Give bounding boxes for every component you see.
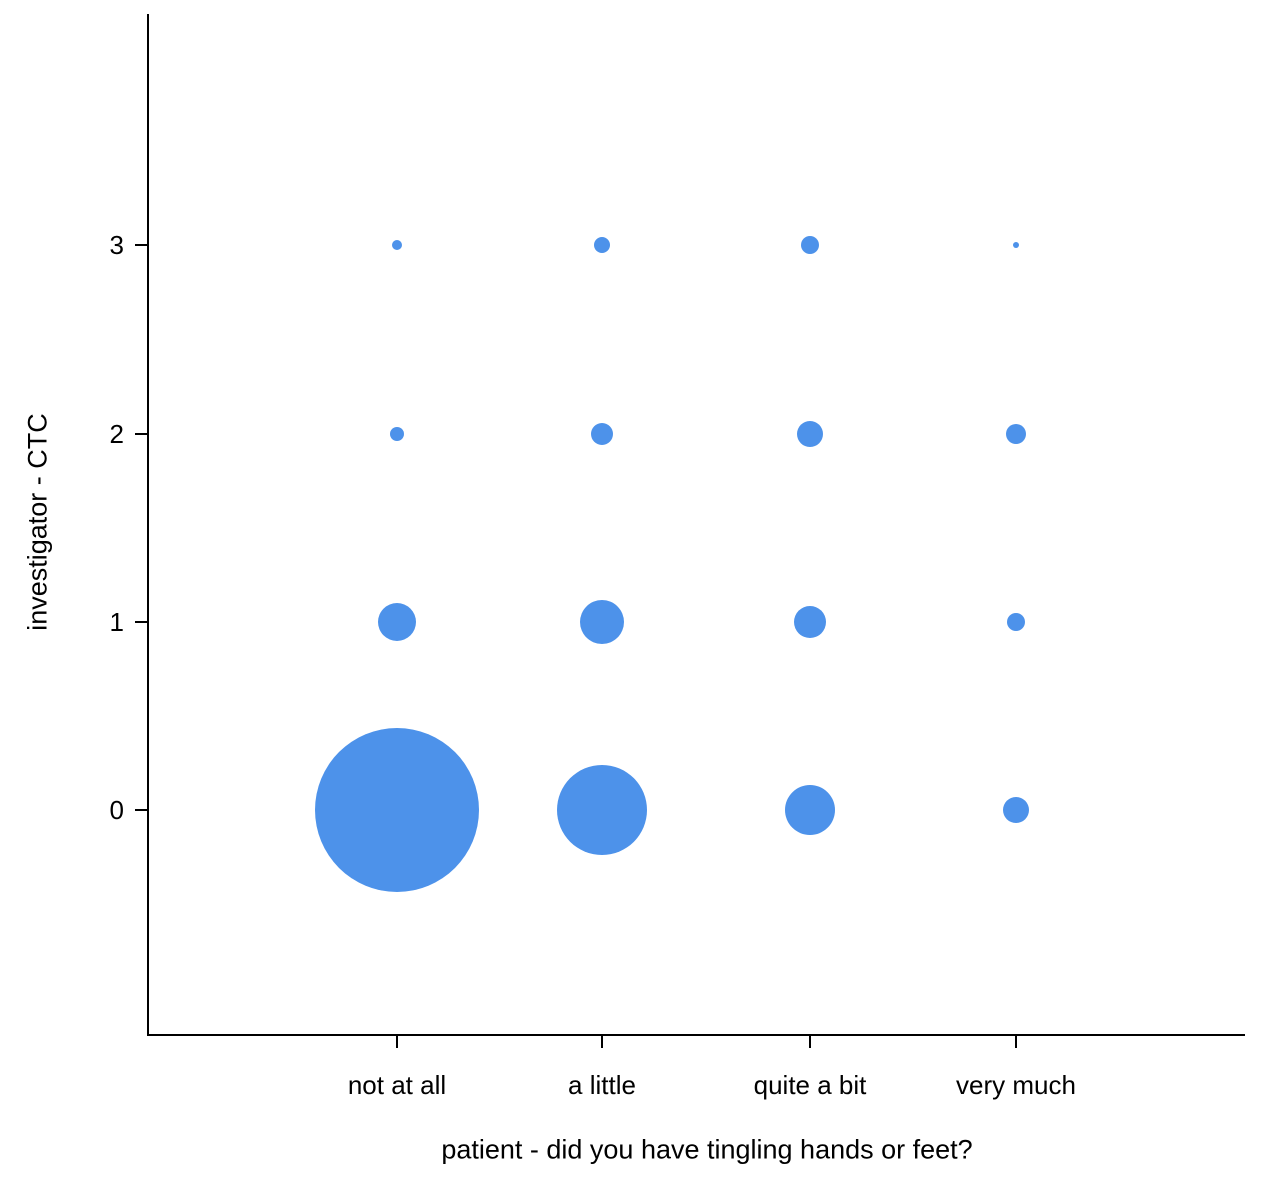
x-tick-label: a little <box>568 1070 636 1100</box>
bubble <box>392 240 402 250</box>
y-tick-label: 0 <box>110 795 124 825</box>
bubble <box>591 423 613 445</box>
bubble <box>785 785 835 835</box>
bubble <box>557 765 647 855</box>
bubble <box>1007 613 1025 631</box>
x-axis-title: patient - did you have tingling hands or… <box>441 1134 973 1165</box>
x-tick-label: quite a bit <box>754 1070 868 1100</box>
bubble <box>794 606 826 638</box>
bubble <box>1006 424 1026 444</box>
bubble <box>594 237 610 253</box>
bubble <box>580 600 624 644</box>
x-tick-label: very much <box>956 1070 1076 1100</box>
x-tick-label: not at all <box>348 1070 446 1100</box>
bubble <box>801 236 819 254</box>
y-tick-label: 1 <box>110 607 124 637</box>
bubble <box>390 427 404 441</box>
bubble <box>797 421 823 447</box>
bubble <box>1003 797 1029 823</box>
y-tick-label: 3 <box>110 230 124 260</box>
y-axis-title: investigator - CTC <box>22 413 53 631</box>
bubble <box>378 603 416 641</box>
y-tick-label: 2 <box>110 419 124 449</box>
bubble <box>315 728 479 892</box>
bubble <box>1013 242 1019 248</box>
